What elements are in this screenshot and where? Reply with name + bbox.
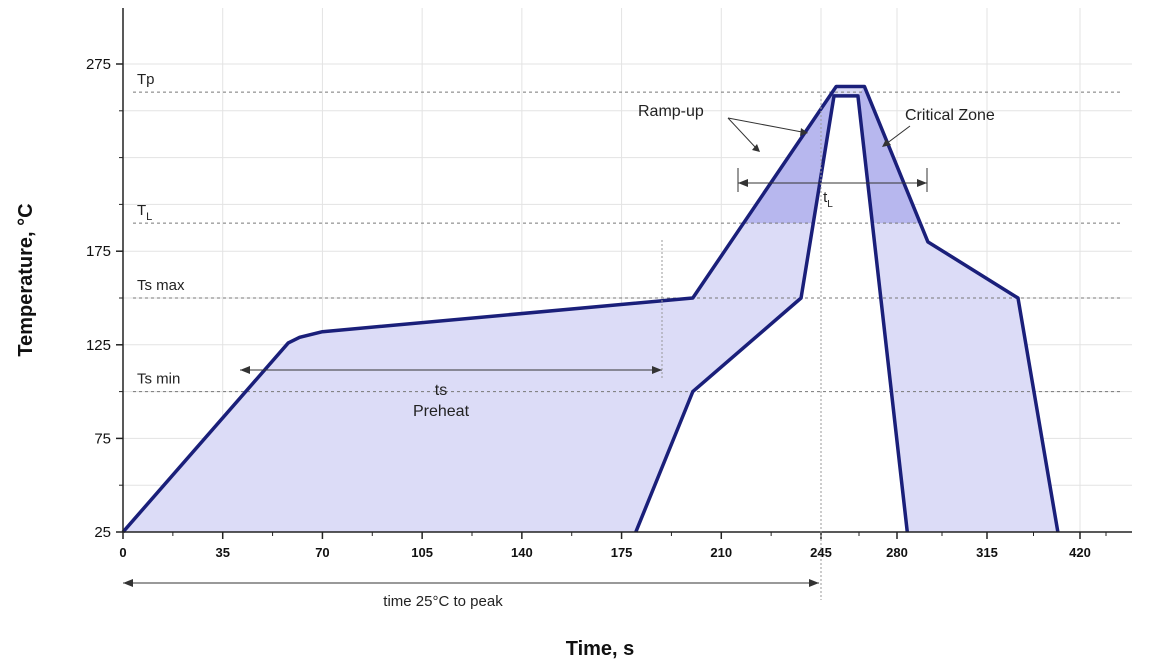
y-axis-title: Temperature, °C [15, 203, 37, 356]
profile-series-line [634, 94, 910, 533]
ts-arrowhead-right [652, 366, 662, 374]
profile-series-line [121, 84, 1060, 534]
x-tick-label: 35 [215, 545, 229, 560]
x-tick-label: 175 [611, 545, 633, 560]
time-to-peak-label: time 25°C to peak [383, 593, 503, 610]
inner-profile-gap [635, 95, 908, 532]
x-tick-label: 315 [976, 545, 998, 560]
reference-line-label: Ts max [137, 277, 185, 294]
x-axis-title: Time, s [566, 638, 635, 660]
critical-zone-arrowhead [882, 139, 891, 147]
critical-zone-label: Critical Zone [905, 107, 995, 124]
critical-zone-right-fill [857, 86, 920, 224]
preheat-label: Preheat [413, 403, 470, 420]
ramp-up-arrowhead-2 [800, 128, 808, 136]
critical-zone-arrow [885, 125, 911, 145]
profile-series [121, 84, 1060, 534]
ts-label: ts [435, 382, 447, 399]
ts-arrowhead-left [240, 366, 250, 374]
ramp-up-arrow-1 [727, 117, 757, 149]
ramp-up-arrow-2 [727, 117, 803, 133]
y-tick-label: 125 [86, 337, 111, 354]
reference-line-label: Ts min [137, 371, 180, 388]
tl-arrowhead-right [917, 179, 927, 187]
x-tick-label: 420 [1069, 545, 1091, 560]
time-to-peak-arrowhead-right [809, 579, 819, 587]
y-tick-label: 175 [86, 243, 111, 260]
tl-arrowhead-left [738, 179, 748, 187]
axes: 0 35 70 105 140 175 210 245 280 315 42025751251752… [86, 8, 1132, 560]
reference-line-label: Tp [137, 71, 155, 88]
x-tick-label: 280 [886, 545, 908, 560]
y-tick-label: 275 [86, 56, 111, 73]
reference-line-label: TL [137, 202, 152, 223]
x-tick-label: 70 [315, 545, 329, 560]
x-tick-label: 140 [511, 545, 533, 560]
y-tick-label: 75 [94, 430, 111, 447]
reference-lines: Tp TL Ts max Ts min [133, 71, 1122, 393]
annotations: ts Preheat tL time 25°C to peak Ramp-up Criti… [123, 95, 995, 610]
time-to-peak-arrowhead-left [123, 579, 133, 587]
ramp-up-label: Ramp-up [638, 103, 704, 120]
ramp-up-arrowhead-1 [752, 144, 760, 152]
profile-envelope-fill [123, 86, 1058, 533]
x-tick-label: 0 [119, 545, 126, 560]
profile-fill-areas [123, 86, 1058, 533]
x-tick-label: 105 [411, 545, 433, 560]
y-tick-label: 25 [94, 524, 111, 541]
x-tick-label: 210 [710, 545, 732, 560]
tl-label: tL [823, 189, 833, 210]
